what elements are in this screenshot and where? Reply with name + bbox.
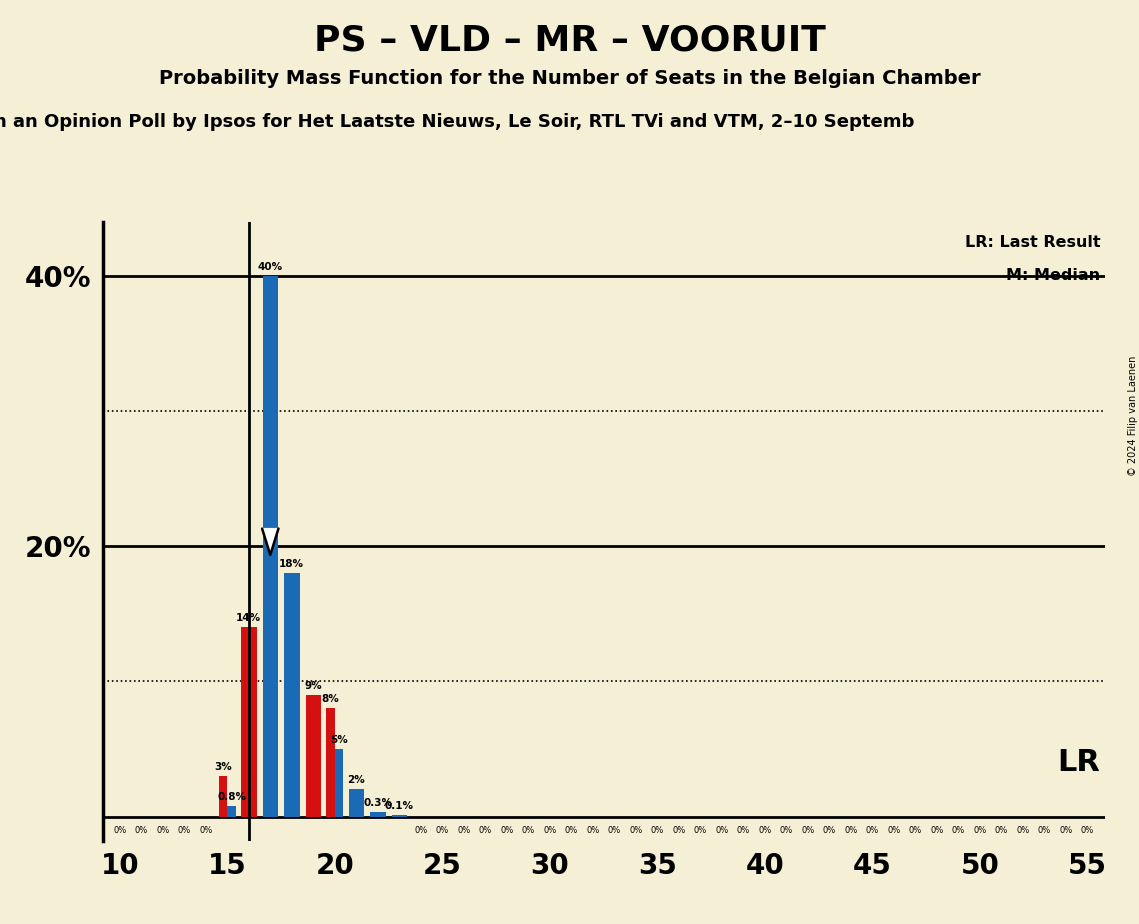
Text: 0%: 0% — [587, 826, 599, 835]
Text: Probability Mass Function for the Number of Seats in the Belgian Chamber: Probability Mass Function for the Number… — [158, 69, 981, 89]
Bar — [241, 627, 256, 817]
Text: 0%: 0% — [436, 826, 449, 835]
Text: 0%: 0% — [694, 826, 707, 835]
Text: 0%: 0% — [500, 826, 514, 835]
Text: 0%: 0% — [608, 826, 621, 835]
Text: n an Opinion Poll by Ipsos for Het Laatste Nieuws, Le Soir, RTL TVi and VTM, 2–1: n an Opinion Poll by Ipsos for Het Laats… — [0, 113, 915, 130]
Text: LR: Last Result: LR: Last Result — [965, 235, 1100, 249]
Text: 0%: 0% — [715, 826, 729, 835]
Text: 40%: 40% — [257, 261, 282, 272]
Text: 0%: 0% — [1081, 826, 1095, 835]
Text: 5%: 5% — [330, 735, 349, 745]
Text: 0%: 0% — [478, 826, 492, 835]
Text: M: Median: M: Median — [1007, 268, 1100, 284]
Text: 0%: 0% — [630, 826, 642, 835]
Bar — [305, 695, 321, 817]
Text: 0%: 0% — [887, 826, 901, 835]
Text: 0%: 0% — [1059, 826, 1073, 835]
Bar — [219, 776, 228, 817]
Text: PS – VLD – MR – VOORUIT: PS – VLD – MR – VOORUIT — [313, 23, 826, 57]
Text: 0.1%: 0.1% — [385, 801, 413, 811]
Text: 0%: 0% — [1016, 826, 1030, 835]
Text: 0%: 0% — [457, 826, 470, 835]
Text: LR: LR — [1058, 748, 1100, 777]
Text: 0%: 0% — [909, 826, 923, 835]
Text: 0%: 0% — [952, 826, 965, 835]
Text: 0%: 0% — [759, 826, 771, 835]
Text: 0%: 0% — [995, 826, 1008, 835]
Polygon shape — [262, 529, 278, 555]
Text: 0%: 0% — [974, 826, 986, 835]
Text: 0%: 0% — [802, 826, 814, 835]
Text: 0%: 0% — [1038, 826, 1051, 835]
Text: 0%: 0% — [178, 826, 191, 835]
Text: 9%: 9% — [304, 681, 322, 691]
Text: 0.8%: 0.8% — [218, 792, 246, 802]
Bar — [370, 812, 386, 817]
Text: © 2024 Filip van Laenen: © 2024 Filip van Laenen — [1129, 356, 1138, 476]
Text: 2%: 2% — [347, 775, 366, 785]
Text: 0%: 0% — [672, 826, 686, 835]
Text: 0%: 0% — [866, 826, 879, 835]
Text: 0%: 0% — [780, 826, 793, 835]
Text: 0%: 0% — [737, 826, 751, 835]
Text: 0%: 0% — [415, 826, 427, 835]
Text: 0%: 0% — [565, 826, 577, 835]
Text: 0%: 0% — [134, 826, 148, 835]
Bar — [335, 749, 344, 817]
Text: 0%: 0% — [543, 826, 557, 835]
Bar — [228, 806, 236, 817]
Text: 0%: 0% — [822, 826, 836, 835]
Text: 0%: 0% — [650, 826, 664, 835]
Text: 0%: 0% — [931, 826, 944, 835]
Bar — [262, 276, 278, 817]
Bar — [284, 573, 300, 817]
Text: 8%: 8% — [321, 694, 339, 704]
Text: 0%: 0% — [522, 826, 535, 835]
Text: 0%: 0% — [156, 826, 170, 835]
Bar — [392, 815, 407, 817]
Text: 0%: 0% — [199, 826, 212, 835]
Bar — [349, 789, 364, 817]
Text: 18%: 18% — [279, 559, 304, 569]
Text: 0%: 0% — [113, 826, 126, 835]
Bar — [326, 709, 335, 817]
Text: 0%: 0% — [844, 826, 858, 835]
Text: 0.3%: 0.3% — [363, 798, 392, 808]
Text: 14%: 14% — [236, 614, 261, 623]
Text: 3%: 3% — [214, 762, 232, 772]
